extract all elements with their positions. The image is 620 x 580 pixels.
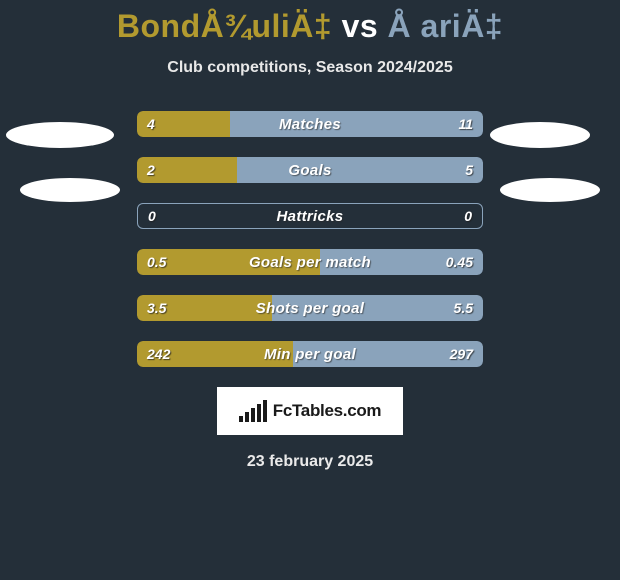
stat-row: 3.55.5Shots per goal	[137, 295, 483, 321]
comparison-chart: 411Matches 25Goals 00Hattricks 0.50.45Goals…	[0, 111, 620, 367]
logo-text: FcTables.com	[273, 401, 382, 421]
stat-row: 0.50.45Goals per match	[137, 249, 483, 275]
stat-label: Shots per goal	[137, 295, 483, 321]
decorative-ellipse	[500, 178, 600, 202]
subtitle: Club competitions, Season 2024/2025	[0, 59, 620, 77]
stat-row: 411Matches	[137, 111, 483, 137]
footer-date: 23 february 2025	[0, 453, 620, 471]
logo-bars-icon	[239, 400, 267, 422]
decorative-ellipse	[6, 122, 114, 148]
player2-name: Å ariÄ‡	[388, 8, 504, 44]
vs-text: vs	[342, 8, 379, 44]
player1-name: BondÅ¾uliÄ‡	[117, 8, 332, 44]
stat-label: Goals	[137, 157, 483, 183]
page-title: BondÅ¾uliÄ‡ vs Å ariÄ‡	[0, 0, 620, 45]
stat-label: Min per goal	[137, 341, 483, 367]
stat-row: 00Hattricks	[137, 203, 483, 229]
stat-row: 25Goals	[137, 157, 483, 183]
stat-label: Hattricks	[138, 204, 482, 228]
fctables-logo: FcTables.com	[217, 387, 403, 435]
stat-label: Goals per match	[137, 249, 483, 275]
stat-row: 242297Min per goal	[137, 341, 483, 367]
decorative-ellipse	[490, 122, 590, 148]
decorative-ellipse	[20, 178, 120, 202]
stat-label: Matches	[137, 111, 483, 137]
